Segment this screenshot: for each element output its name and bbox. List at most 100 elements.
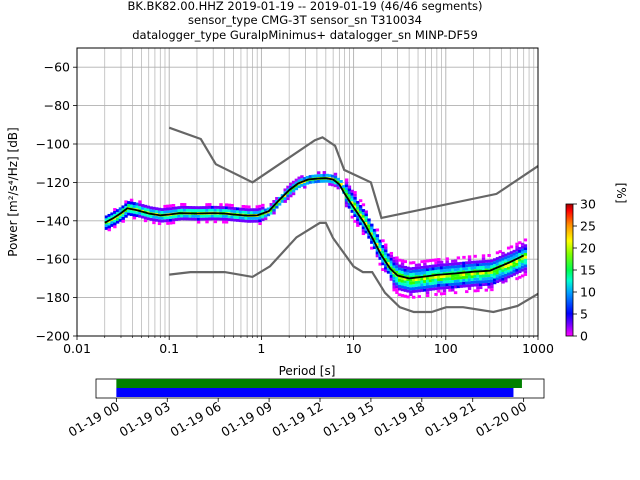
probability-cell bbox=[238, 207, 243, 211]
probability-cell bbox=[414, 289, 419, 293]
probability-cell bbox=[289, 194, 293, 198]
probability-cell bbox=[395, 262, 399, 266]
probability-cell bbox=[238, 210, 243, 214]
probability-cell bbox=[317, 174, 321, 178]
probability-cell bbox=[467, 284, 472, 288]
probability-cell bbox=[104, 226, 109, 230]
probability-cell bbox=[342, 187, 346, 191]
probability-cell bbox=[350, 215, 354, 219]
probability-cell bbox=[395, 259, 399, 263]
probability-cell bbox=[344, 201, 349, 205]
probability-cell bbox=[163, 216, 167, 220]
probability-cell bbox=[445, 268, 449, 272]
probability-cell bbox=[403, 283, 408, 287]
probability-cell bbox=[465, 261, 469, 265]
probability-cell bbox=[400, 288, 405, 292]
probability-cell bbox=[236, 216, 240, 219]
probability-cell bbox=[336, 183, 340, 187]
probability-cell bbox=[110, 212, 114, 216]
probability-cell bbox=[149, 206, 153, 210]
probability-cell bbox=[358, 207, 363, 211]
chart-title-line-1: BK.BK82.00.HHZ 2019-01-19 -- 2019-01-19 … bbox=[127, 0, 482, 13]
probability-cell bbox=[403, 294, 408, 298]
probability-cell bbox=[247, 211, 251, 215]
probability-cell bbox=[132, 213, 137, 217]
probability-cell bbox=[403, 277, 408, 281]
probability-cell bbox=[238, 216, 243, 220]
probability-cell bbox=[182, 205, 187, 209]
probability-cell bbox=[372, 246, 377, 250]
probability-cell bbox=[141, 212, 145, 216]
probability-cell bbox=[132, 202, 137, 206]
probability-cell bbox=[107, 213, 111, 217]
probability-cell bbox=[219, 208, 223, 212]
probability-cell bbox=[473, 272, 477, 276]
probability-cell bbox=[462, 284, 466, 288]
timeline-tick-label: 01-19 03 bbox=[117, 399, 173, 440]
probability-cell bbox=[459, 279, 463, 283]
probability-cell bbox=[414, 286, 419, 290]
probability-cell bbox=[277, 202, 282, 206]
probability-cell bbox=[423, 262, 427, 266]
probability-cell bbox=[378, 245, 382, 249]
probability-cell bbox=[381, 253, 385, 257]
probability-cell bbox=[520, 265, 525, 269]
probability-cell bbox=[425, 268, 430, 272]
probability-cell bbox=[157, 207, 162, 211]
probability-cell bbox=[361, 229, 366, 233]
probability-cell bbox=[487, 279, 491, 283]
probability-cell bbox=[138, 211, 142, 215]
probability-cell bbox=[473, 280, 477, 284]
probability-cell bbox=[350, 195, 354, 199]
probability-cell bbox=[470, 266, 475, 270]
probability-cell bbox=[216, 208, 220, 212]
probability-cell bbox=[473, 289, 477, 293]
probability-cell bbox=[294, 184, 299, 188]
probability-cell bbox=[115, 217, 120, 221]
probability-cell bbox=[504, 256, 508, 260]
timeline-tick-label: 01-19 00 bbox=[66, 399, 122, 440]
probability-cell bbox=[199, 209, 204, 212]
probability-cell bbox=[344, 187, 349, 191]
probability-cell bbox=[113, 219, 117, 223]
probability-cell bbox=[490, 288, 494, 292]
probability-cell bbox=[127, 203, 131, 207]
probability-cell bbox=[470, 283, 475, 287]
probability-cell bbox=[506, 258, 511, 262]
probability-cell bbox=[328, 179, 332, 183]
probability-cell bbox=[453, 279, 458, 283]
probability-cell bbox=[330, 183, 335, 187]
probability-cell bbox=[386, 267, 391, 271]
probability-cell bbox=[406, 295, 410, 299]
probability-cell bbox=[160, 219, 165, 223]
probability-cell bbox=[149, 215, 153, 218]
probability-cell bbox=[400, 262, 405, 266]
probability-cell bbox=[437, 258, 441, 261]
probability-cell bbox=[523, 252, 528, 256]
x-axis-label: Period [s] bbox=[279, 364, 336, 378]
probability-cell bbox=[403, 286, 408, 289]
probability-cell bbox=[386, 262, 391, 266]
probability-cell bbox=[445, 274, 449, 278]
probability-cell bbox=[504, 259, 508, 263]
x-tick-label: 1 bbox=[257, 341, 265, 356]
probability-cell bbox=[473, 254, 477, 258]
probability-cell bbox=[501, 257, 505, 261]
probability-cell bbox=[484, 280, 489, 283]
probability-cell bbox=[121, 208, 125, 212]
probability-cell bbox=[523, 270, 528, 274]
probability-cell bbox=[515, 265, 519, 269]
probability-cell bbox=[146, 217, 151, 221]
y-tick-label: −80 bbox=[44, 98, 70, 113]
probability-cell bbox=[252, 208, 257, 212]
probability-cell bbox=[406, 286, 410, 290]
probability-cell bbox=[476, 274, 480, 278]
x-tick-label: 100 bbox=[434, 341, 458, 356]
probability-cell bbox=[289, 191, 293, 195]
probability-cell bbox=[314, 180, 318, 184]
probability-cell bbox=[370, 223, 374, 227]
probability-cell bbox=[420, 260, 424, 264]
probability-cell bbox=[423, 259, 427, 263]
probability-cell bbox=[300, 175, 304, 179]
